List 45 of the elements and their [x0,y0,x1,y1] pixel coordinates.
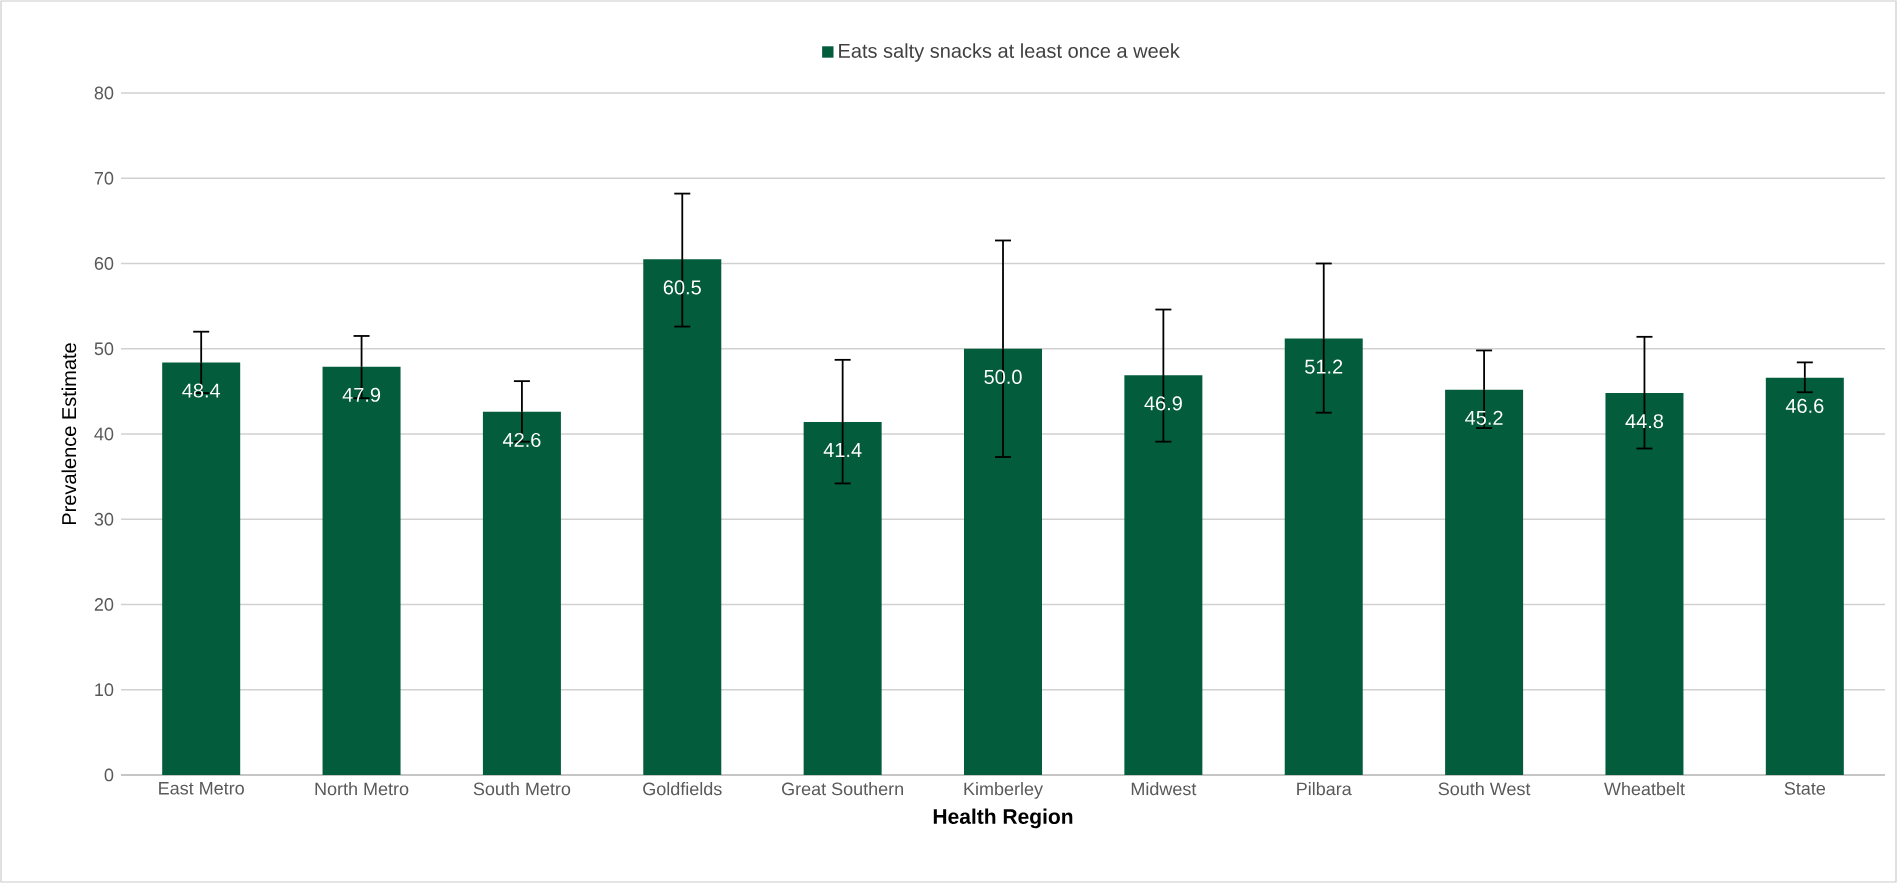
y-axis-title: Prevalence Estimate [61,343,77,525]
y-tick-label: 50 [94,342,114,356]
bar [643,259,722,775]
x-tick-label: Kimberley [964,782,1043,799]
data-label: 50.0 [984,369,1022,384]
x-tick-label: South Metro [473,782,571,796]
bar [1605,393,1684,775]
data-label: 48.4 [182,383,221,398]
bar [803,422,882,775]
data-label: 46.9 [1144,396,1182,411]
y-tick-label: 30 [94,512,114,526]
x-tick-label: State [1784,782,1826,795]
y-tick-label: 20 [94,598,114,611]
data-label: 44.8 [1625,414,1664,429]
data-label: 41.4 [823,443,862,457]
bar [1124,375,1203,775]
data-label: 51.2 [1305,359,1343,374]
x-tick-label: Pilbara [1297,782,1352,796]
bar [482,411,561,775]
y-tick-label: 0 [104,768,114,782]
bar [1445,389,1524,775]
data-label: 45.2 [1465,410,1503,425]
x-tick-label: Midwest [1131,782,1197,796]
data-label: 60.5 [663,280,701,295]
x-tick-label: Wheatbelt [1604,782,1685,796]
bar [162,362,241,775]
data-label: 46.6 [1785,398,1824,413]
x-tick-label: East Metro [159,782,244,795]
y-tick-label: 60 [94,257,114,270]
y-tick-label: 80 [94,86,114,100]
data-label: 47.9 [342,387,381,402]
bar [1284,338,1363,775]
bar [322,366,401,775]
x-tick-label: North Metro [315,782,409,796]
x-axis-title: Health Region [933,808,1073,829]
x-tick-label: Goldfields [643,782,722,796]
y-tick-label: 70 [94,171,114,185]
bar [1765,377,1844,775]
x-tick-label: South West [1438,782,1531,796]
x-tick-label: Great Southern [782,782,903,796]
data-label: 42.6 [502,432,541,448]
y-tick-label: 10 [95,683,114,697]
legend-label: Eats salty snacks at least once a week [839,43,1180,62]
y-tick-label: 40 [94,427,114,441]
bar [964,348,1042,775]
